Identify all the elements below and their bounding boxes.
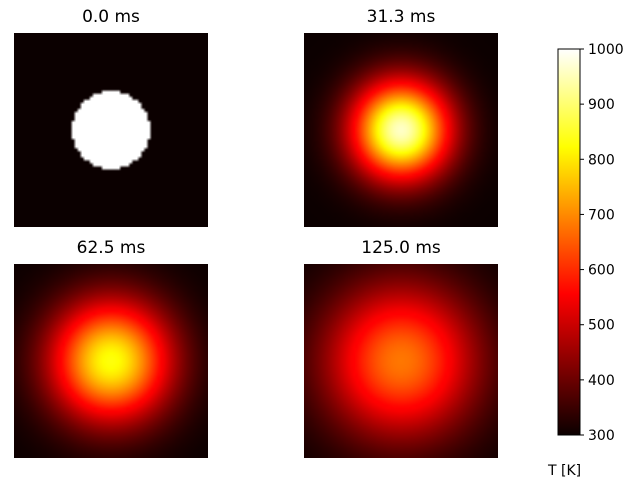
panel-title-2: 62.5 ms xyxy=(76,238,146,258)
colorbar-label: T [K] xyxy=(548,463,582,479)
panel-title-3: 125.0 ms xyxy=(361,238,441,258)
heatmap-panel-1 xyxy=(304,33,498,227)
colorbar-gradient xyxy=(557,48,581,436)
colorbar-tick-label-900: 900 xyxy=(588,97,615,113)
heatmap-panel-3 xyxy=(304,264,498,458)
colorbar-tick-label-300: 300 xyxy=(588,428,615,444)
colorbar-tick-label-400: 400 xyxy=(588,373,615,389)
colorbar-tick-label-1000: 1000 xyxy=(588,42,624,58)
colorbar-tick-label-600: 600 xyxy=(588,263,615,279)
panel-title-0: 0.0 ms xyxy=(82,7,140,27)
panel-title-1: 31.3 ms xyxy=(366,7,436,27)
colorbar: 300 400 500 600 700 800 900 1000 xyxy=(557,42,624,444)
colorbar-tick-label-700: 700 xyxy=(588,207,615,223)
heatmap-panel-2 xyxy=(14,264,208,458)
colorbar-tick-label-500: 500 xyxy=(588,318,615,334)
heatmap-panel-0 xyxy=(14,33,208,227)
colorbar-tick-label-800: 800 xyxy=(588,152,615,168)
